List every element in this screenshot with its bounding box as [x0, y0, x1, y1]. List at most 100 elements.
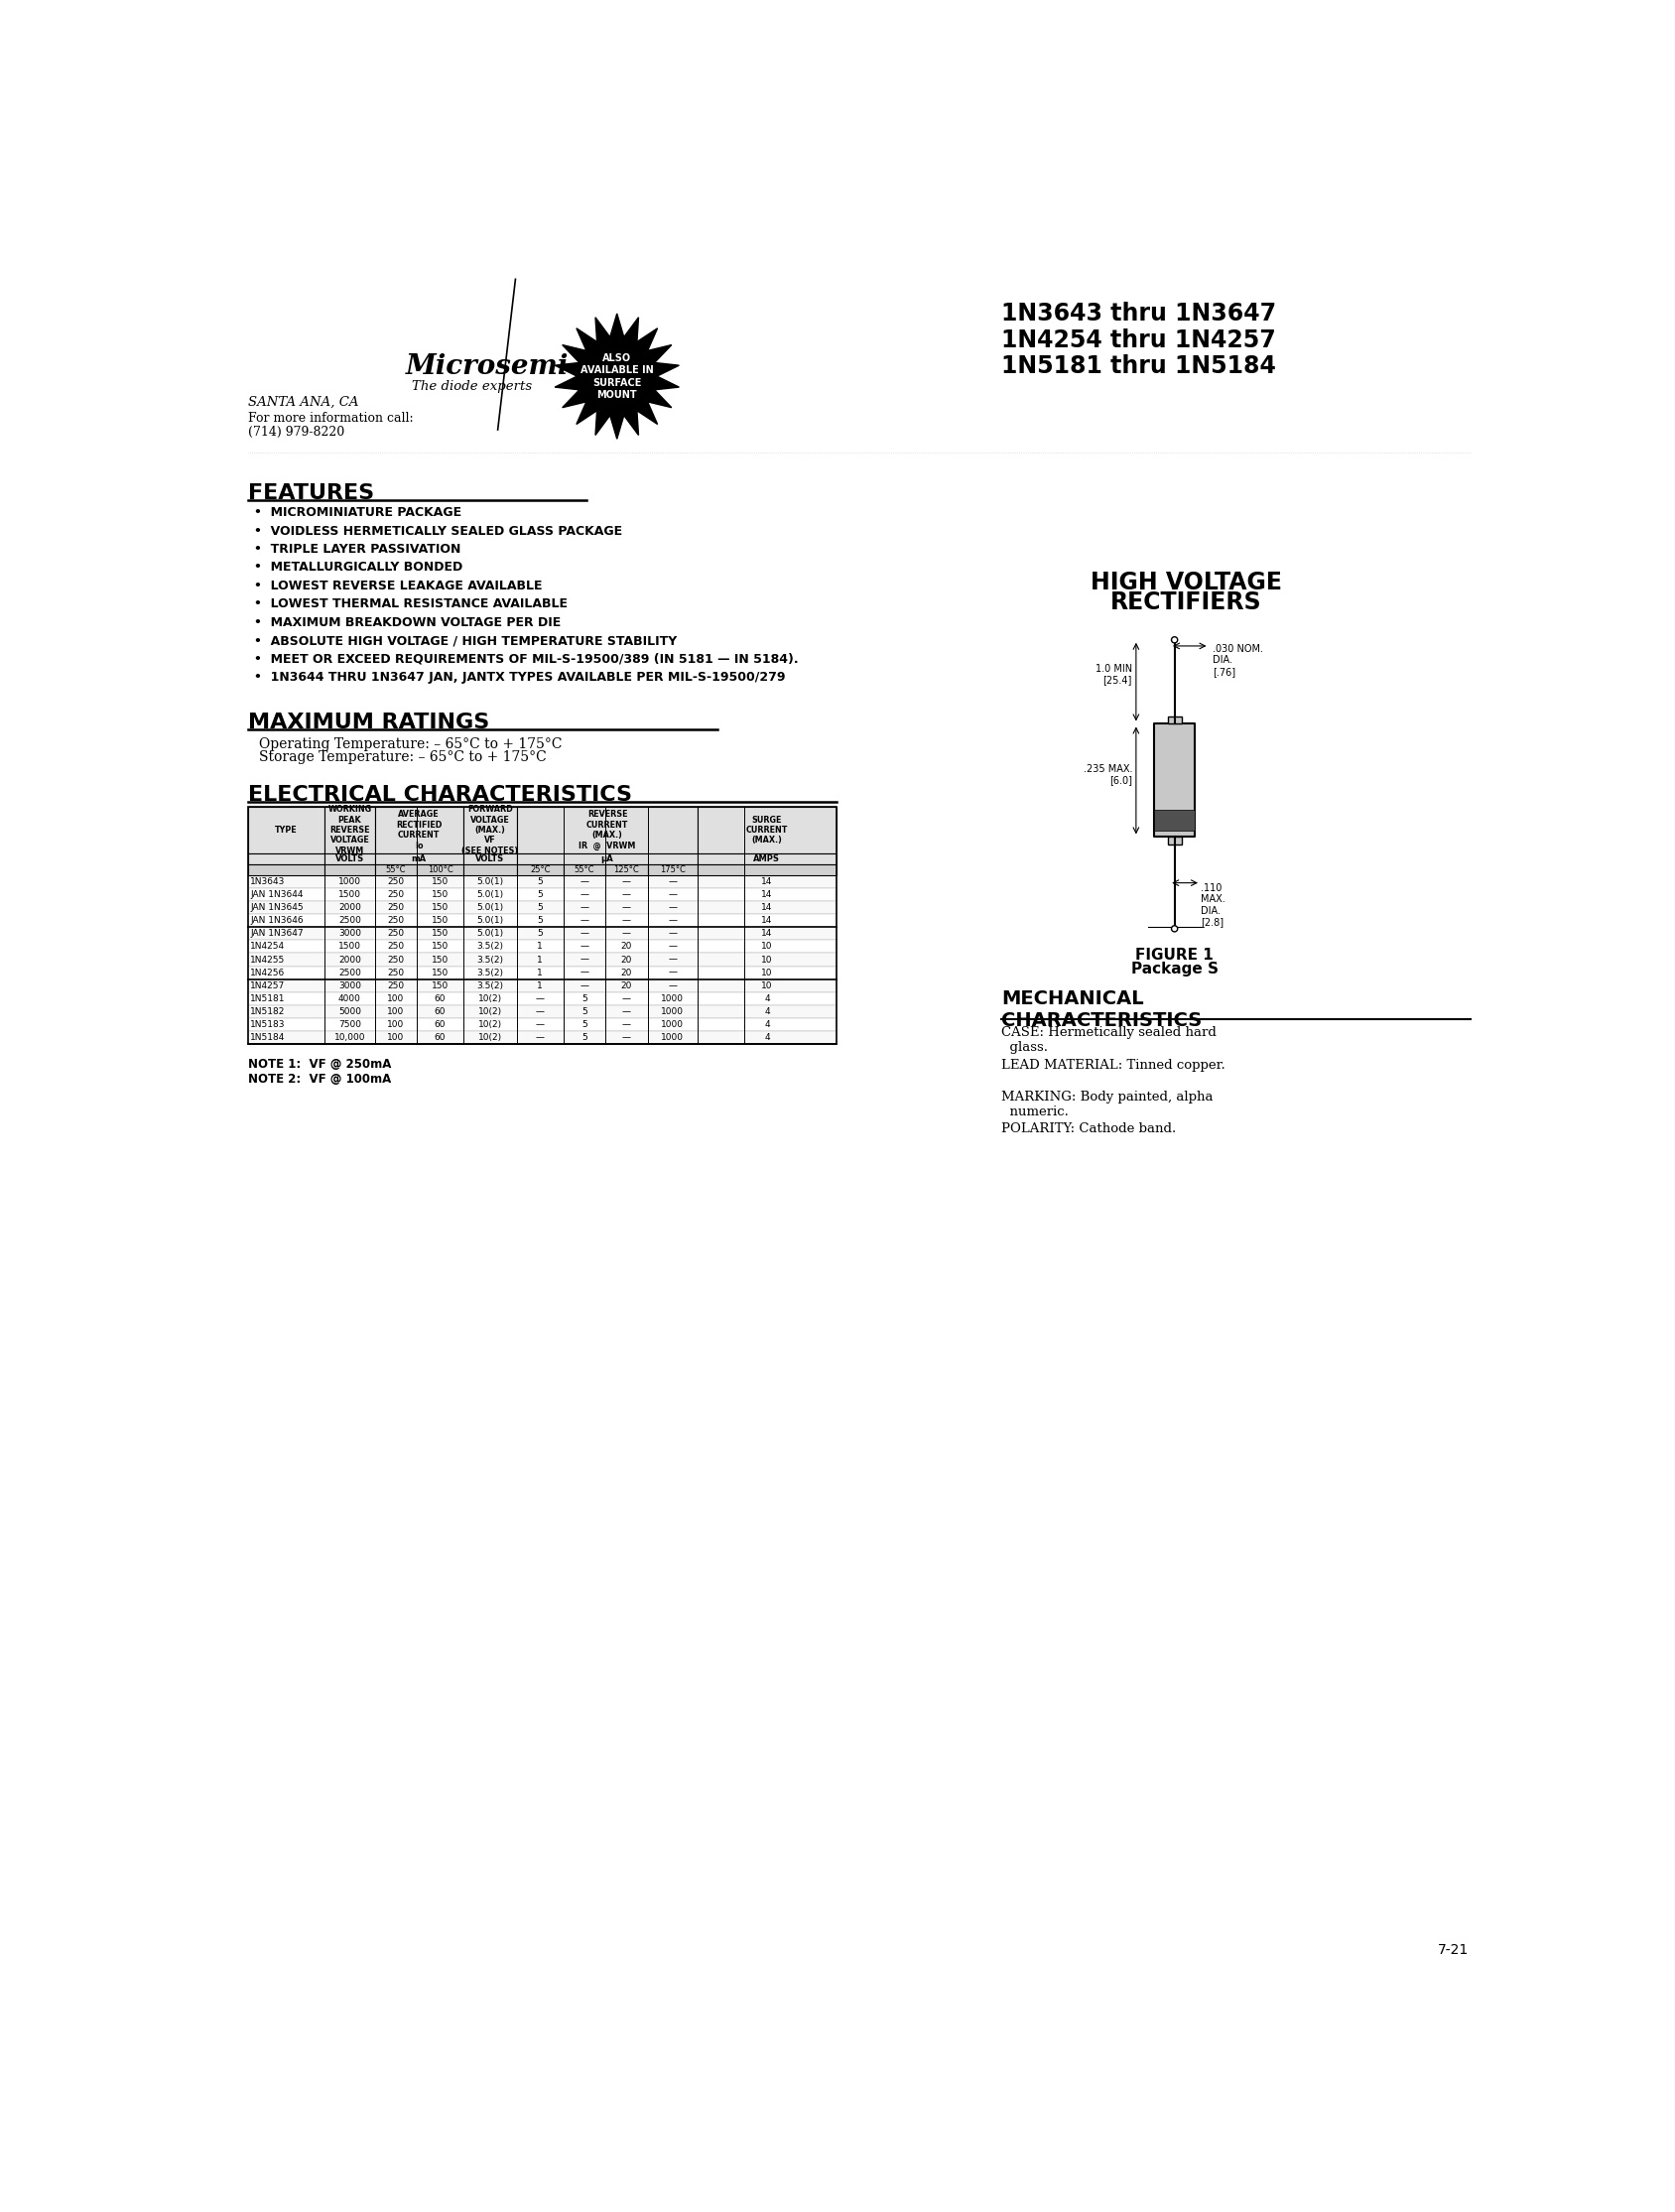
- Text: 2000: 2000: [338, 956, 362, 964]
- Text: 100°C: 100°C: [427, 865, 452, 874]
- Text: 1: 1: [538, 982, 543, 991]
- Text: For more information call:: For more information call:: [248, 411, 414, 425]
- Text: 150: 150: [432, 956, 449, 964]
- Text: 20: 20: [621, 982, 631, 991]
- Text: 14: 14: [760, 902, 772, 911]
- Text: CASE: Hermetically sealed hard
  glass.: CASE: Hermetically sealed hard glass.: [1002, 1026, 1216, 1055]
- Text: .110
MAX.
DIA.
[2.8]: .110 MAX. DIA. [2.8]: [1201, 883, 1224, 927]
- Text: SANTA ANA, CA: SANTA ANA, CA: [248, 396, 358, 409]
- Text: 1N5182: 1N5182: [250, 1006, 285, 1015]
- Bar: [648, 865, 698, 876]
- Text: 60: 60: [434, 1033, 446, 1042]
- Text: JAN 1N3644: JAN 1N3644: [250, 889, 303, 898]
- Text: Storage Temperature: – 65°C to + 175°C: Storage Temperature: – 65°C to + 175°C: [260, 750, 546, 765]
- Text: 100: 100: [387, 1020, 404, 1029]
- Text: —: —: [621, 1020, 631, 1029]
- Text: —: —: [580, 916, 588, 925]
- Bar: [325, 865, 375, 876]
- Bar: [563, 865, 605, 876]
- Bar: [698, 854, 836, 865]
- Text: .030 NOM.
DIA.
[.76]: .030 NOM. DIA. [.76]: [1213, 644, 1263, 677]
- Bar: [698, 865, 836, 876]
- Text: 55°C: 55°C: [385, 865, 405, 874]
- Text: AMPS: AMPS: [754, 854, 781, 863]
- Text: 5: 5: [581, 1020, 588, 1029]
- Text: 7500: 7500: [338, 1020, 362, 1029]
- Text: 5.0(1): 5.0(1): [477, 916, 504, 925]
- Bar: [248, 889, 836, 900]
- Text: 5: 5: [538, 878, 543, 887]
- Bar: [248, 914, 836, 927]
- Text: μA: μA: [601, 854, 613, 863]
- Text: —: —: [621, 1033, 631, 1042]
- Text: —: —: [536, 1006, 544, 1015]
- Text: 4: 4: [764, 1033, 770, 1042]
- Text: 60: 60: [434, 1020, 446, 1029]
- Text: 10: 10: [760, 982, 772, 991]
- Text: —: —: [621, 878, 631, 887]
- Text: 5: 5: [538, 902, 543, 911]
- Text: 150: 150: [432, 889, 449, 898]
- Text: 3.5(2): 3.5(2): [477, 956, 504, 964]
- Text: —: —: [536, 993, 544, 1002]
- Text: •  MEET OR EXCEED REQUIREMENTS OF MIL-S-19500/389 (IN 5181 — IN 5184).: • MEET OR EXCEED REQUIREMENTS OF MIL-S-1…: [255, 653, 799, 666]
- Text: 250: 250: [387, 969, 404, 978]
- Text: RECTIFIERS: RECTIFIERS: [1111, 591, 1261, 615]
- Text: 1N3643 thru 1N3647: 1N3643 thru 1N3647: [1002, 303, 1276, 325]
- Text: 1000: 1000: [662, 1033, 683, 1042]
- Bar: [464, 854, 518, 865]
- Text: FEATURES: FEATURES: [248, 482, 374, 502]
- Text: VOLTS: VOLTS: [335, 854, 363, 863]
- Text: AVERAGE
RECTIFIED
CURRENT
Io: AVERAGE RECTIFIED CURRENT Io: [395, 810, 442, 849]
- Text: 1N4256: 1N4256: [250, 969, 285, 978]
- Text: 14: 14: [760, 916, 772, 925]
- Text: MAXIMUM RATINGS: MAXIMUM RATINGS: [248, 712, 489, 732]
- Text: 1: 1: [538, 956, 543, 964]
- Text: 150: 150: [432, 916, 449, 925]
- Text: 2500: 2500: [338, 969, 362, 978]
- Text: 14: 14: [760, 889, 772, 898]
- Text: •  LOWEST REVERSE LEAKAGE AVAILABLE: • LOWEST REVERSE LEAKAGE AVAILABLE: [255, 580, 543, 593]
- Text: 60: 60: [434, 1006, 446, 1015]
- Text: 20: 20: [621, 956, 631, 964]
- Text: 1N4254: 1N4254: [250, 942, 285, 951]
- Bar: [605, 865, 648, 876]
- Text: 1N5181 thru 1N5184: 1N5181 thru 1N5184: [1002, 354, 1276, 378]
- Text: 10(2): 10(2): [477, 1020, 502, 1029]
- Text: The diode experts: The diode experts: [412, 380, 533, 394]
- Text: 250: 250: [387, 942, 404, 951]
- Text: 1N4254 thru 1N4257: 1N4254 thru 1N4257: [1002, 327, 1276, 352]
- Text: •  TRIPLE LAYER PASSIVATION: • TRIPLE LAYER PASSIVATION: [255, 542, 461, 555]
- Bar: [375, 807, 464, 854]
- Text: —: —: [668, 878, 677, 887]
- Text: Microsemi Corp.: Microsemi Corp.: [405, 354, 662, 380]
- Bar: [518, 807, 698, 854]
- Text: •  METALLURGICALLY BONDED: • METALLURGICALLY BONDED: [255, 562, 462, 575]
- Text: 150: 150: [432, 969, 449, 978]
- Text: 125°C: 125°C: [613, 865, 640, 874]
- Text: JAN 1N3647: JAN 1N3647: [250, 929, 303, 938]
- Bar: [248, 807, 836, 1044]
- Text: 20: 20: [621, 942, 631, 951]
- Text: 100: 100: [387, 993, 404, 1002]
- Text: 10(2): 10(2): [477, 1033, 502, 1042]
- Text: 14: 14: [760, 878, 772, 887]
- Text: 55°C: 55°C: [575, 865, 595, 874]
- Text: SURGE
CURRENT
(MAX.): SURGE CURRENT (MAX.): [745, 816, 787, 845]
- Bar: [248, 876, 836, 889]
- Text: 3000: 3000: [338, 929, 362, 938]
- Text: 10,000: 10,000: [333, 1033, 365, 1042]
- Text: 250: 250: [387, 956, 404, 964]
- Text: —: —: [668, 969, 677, 978]
- Bar: [248, 940, 836, 953]
- Text: 150: 150: [432, 878, 449, 887]
- Text: 1N4255: 1N4255: [250, 956, 285, 964]
- Text: WORKING
PEAK
REVERSE
VOLTAGE
VRWM: WORKING PEAK REVERSE VOLTAGE VRWM: [328, 805, 372, 856]
- Text: —: —: [668, 889, 677, 898]
- Text: 5.0(1): 5.0(1): [477, 902, 504, 911]
- Text: •  MAXIMUM BREAKDOWN VOLTAGE PER DIE: • MAXIMUM BREAKDOWN VOLTAGE PER DIE: [255, 617, 561, 628]
- Circle shape: [1171, 925, 1178, 931]
- Bar: [248, 967, 836, 980]
- Text: 3000: 3000: [338, 982, 362, 991]
- Text: 250: 250: [387, 982, 404, 991]
